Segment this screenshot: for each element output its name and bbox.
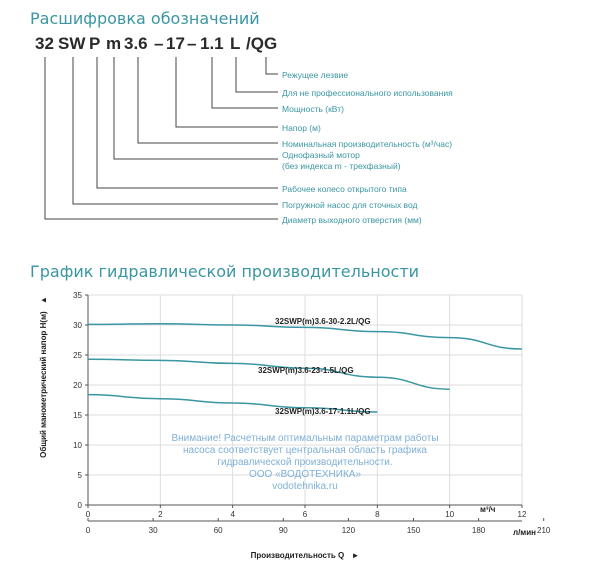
x-axis-title: Производительность Q ► — [251, 551, 360, 560]
series-label-3: 32SWP(m)3.6-17-1.1L/QG — [275, 407, 371, 416]
x2-unit-label: л/мин — [513, 528, 536, 537]
y-tick-label: 15 — [73, 411, 82, 420]
connector-cutter — [265, 57, 278, 75]
explain-sewage-pump: Погружной насос для сточных вод — [282, 200, 418, 210]
legend-title: Расшифровка обозначений — [30, 9, 260, 28]
explain-motor: Однофазный мотор — [282, 150, 360, 160]
explain-impeller: Рабочее колесо открытого типа — [282, 184, 407, 194]
x-tick-label: 6 — [303, 510, 308, 519]
x2-tick-label: 180 — [472, 526, 486, 535]
x-axis-arrow: ► — [352, 551, 360, 560]
decode-connector-lines — [44, 57, 278, 220]
x-tick-label: 12 — [518, 510, 527, 519]
curve-3 — [87, 393, 378, 413]
explain-cutter: Режущее лезвие — [282, 70, 349, 80]
code-dash-1: – — [154, 34, 164, 53]
chart-series-labels: 32SWP(m)3.6-30-2.2L/QG 32SWP(m)3.6-23-1.5… — [258, 317, 371, 416]
warning-line-1: Внимание! Расчетным оптимальным параметр… — [171, 432, 438, 444]
y-axis-arrow: ▲ — [39, 296, 48, 304]
code-flow: 3.6 — [124, 34, 148, 53]
chart-title: График гидравлической производительности — [30, 262, 420, 281]
x-tick-label: 2 — [158, 510, 163, 519]
connector-motor — [113, 57, 278, 160]
explain-diameter: Диаметр выходного отверстия (мм) — [282, 215, 422, 225]
connector-sw — [72, 57, 278, 205]
x-tick-label: 4 — [230, 510, 235, 519]
code-motor: m — [106, 34, 122, 53]
x2-tick-label: 60 — [214, 526, 223, 535]
connector-diameter — [44, 57, 278, 220]
x-tick-label: 0 — [86, 510, 91, 519]
code-head: 17 — [166, 34, 185, 53]
explain-domestic: Для не профессионального использования — [282, 88, 453, 98]
code-impeller: P — [89, 34, 101, 53]
warning-line-3: гидравлической производительности. — [217, 457, 392, 468]
series-label-1: 32SWP(m)3.6-30-2.2L/QG — [275, 317, 371, 326]
connector-impeller — [96, 57, 278, 189]
explain-motor-note: (без индекса m - трехфазный) — [282, 161, 401, 171]
connector-flow — [137, 57, 278, 144]
series-label-2: 32SWP(m)3.6-23-1.5L/QG — [258, 366, 354, 375]
x2-tick-label: 120 — [342, 526, 356, 535]
x2-tick-label: 0 — [86, 526, 91, 535]
code-sw: SW — [58, 34, 86, 53]
y-tick-label: 30 — [73, 321, 82, 330]
x-unit-label: м³/ч — [480, 505, 496, 514]
y-tick-label: 25 — [73, 351, 82, 360]
x-axis-title-text: Производительность Q — [251, 551, 345, 560]
connector-domestic — [235, 57, 278, 93]
connector-power — [211, 57, 278, 109]
connector-head — [175, 57, 278, 128]
x-tick-label: 8 — [375, 510, 380, 519]
y-axis-title: Общий манометрический напор H(м) ▲ — [39, 296, 48, 458]
x2-tick-label: 210 — [537, 526, 551, 535]
curve-1 — [87, 323, 523, 350]
chart-warning: Внимание! Расчетным оптимальным параметр… — [171, 432, 438, 492]
code-diameter: 32 — [35, 34, 54, 53]
code-domestic: L — [230, 34, 241, 53]
chart-grid — [88, 294, 523, 505]
warning-line-2: насоса соответствует центральная область… — [183, 444, 427, 456]
code-cutter: /QG — [246, 34, 278, 53]
y-tick-label: 20 — [73, 381, 82, 390]
explain-head: Напор (м) — [282, 123, 321, 133]
warning-company: ООО «ВОДОТЕХНИКА» — [249, 469, 361, 480]
chart-curves — [87, 323, 523, 413]
y-axis-title-text: Общий манометрический напор H(м) — [39, 311, 48, 458]
x2-tick-label: 150 — [407, 526, 421, 535]
x-tick-label: 10 — [445, 510, 454, 519]
y-tick-label: 0 — [78, 501, 83, 510]
code-dash-2: – — [187, 34, 197, 53]
code-power: 1.1 — [200, 34, 224, 53]
y-tick-label: 35 — [73, 291, 82, 300]
explain-power: Мощность (кВт) — [282, 104, 344, 114]
warning-website: vodotehnika.ru — [272, 481, 338, 492]
y-tick-label: 10 — [73, 441, 82, 450]
x2-tick-label: 30 — [149, 526, 158, 535]
y-tick-label: 5 — [78, 471, 83, 480]
explain-flow: Номинальная производительность (м³/час) — [282, 139, 453, 149]
curve-2 — [87, 358, 450, 390]
x2-tick-label: 90 — [279, 526, 288, 535]
